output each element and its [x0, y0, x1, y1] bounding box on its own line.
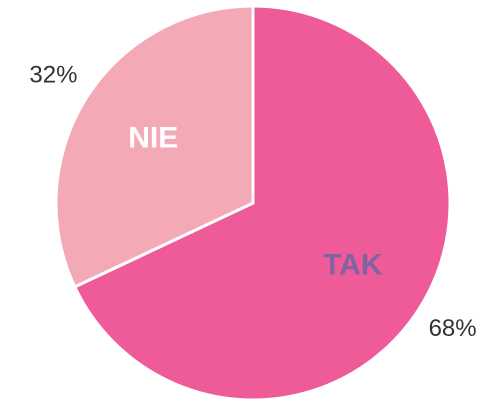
slice-label: TAK	[323, 248, 383, 281]
value-label: 68%	[429, 315, 477, 342]
pie-slice	[54, 4, 255, 289]
slice-label: NIE	[128, 122, 178, 155]
pie-slice	[72, 4, 452, 401]
value-label: 32%	[29, 62, 77, 89]
